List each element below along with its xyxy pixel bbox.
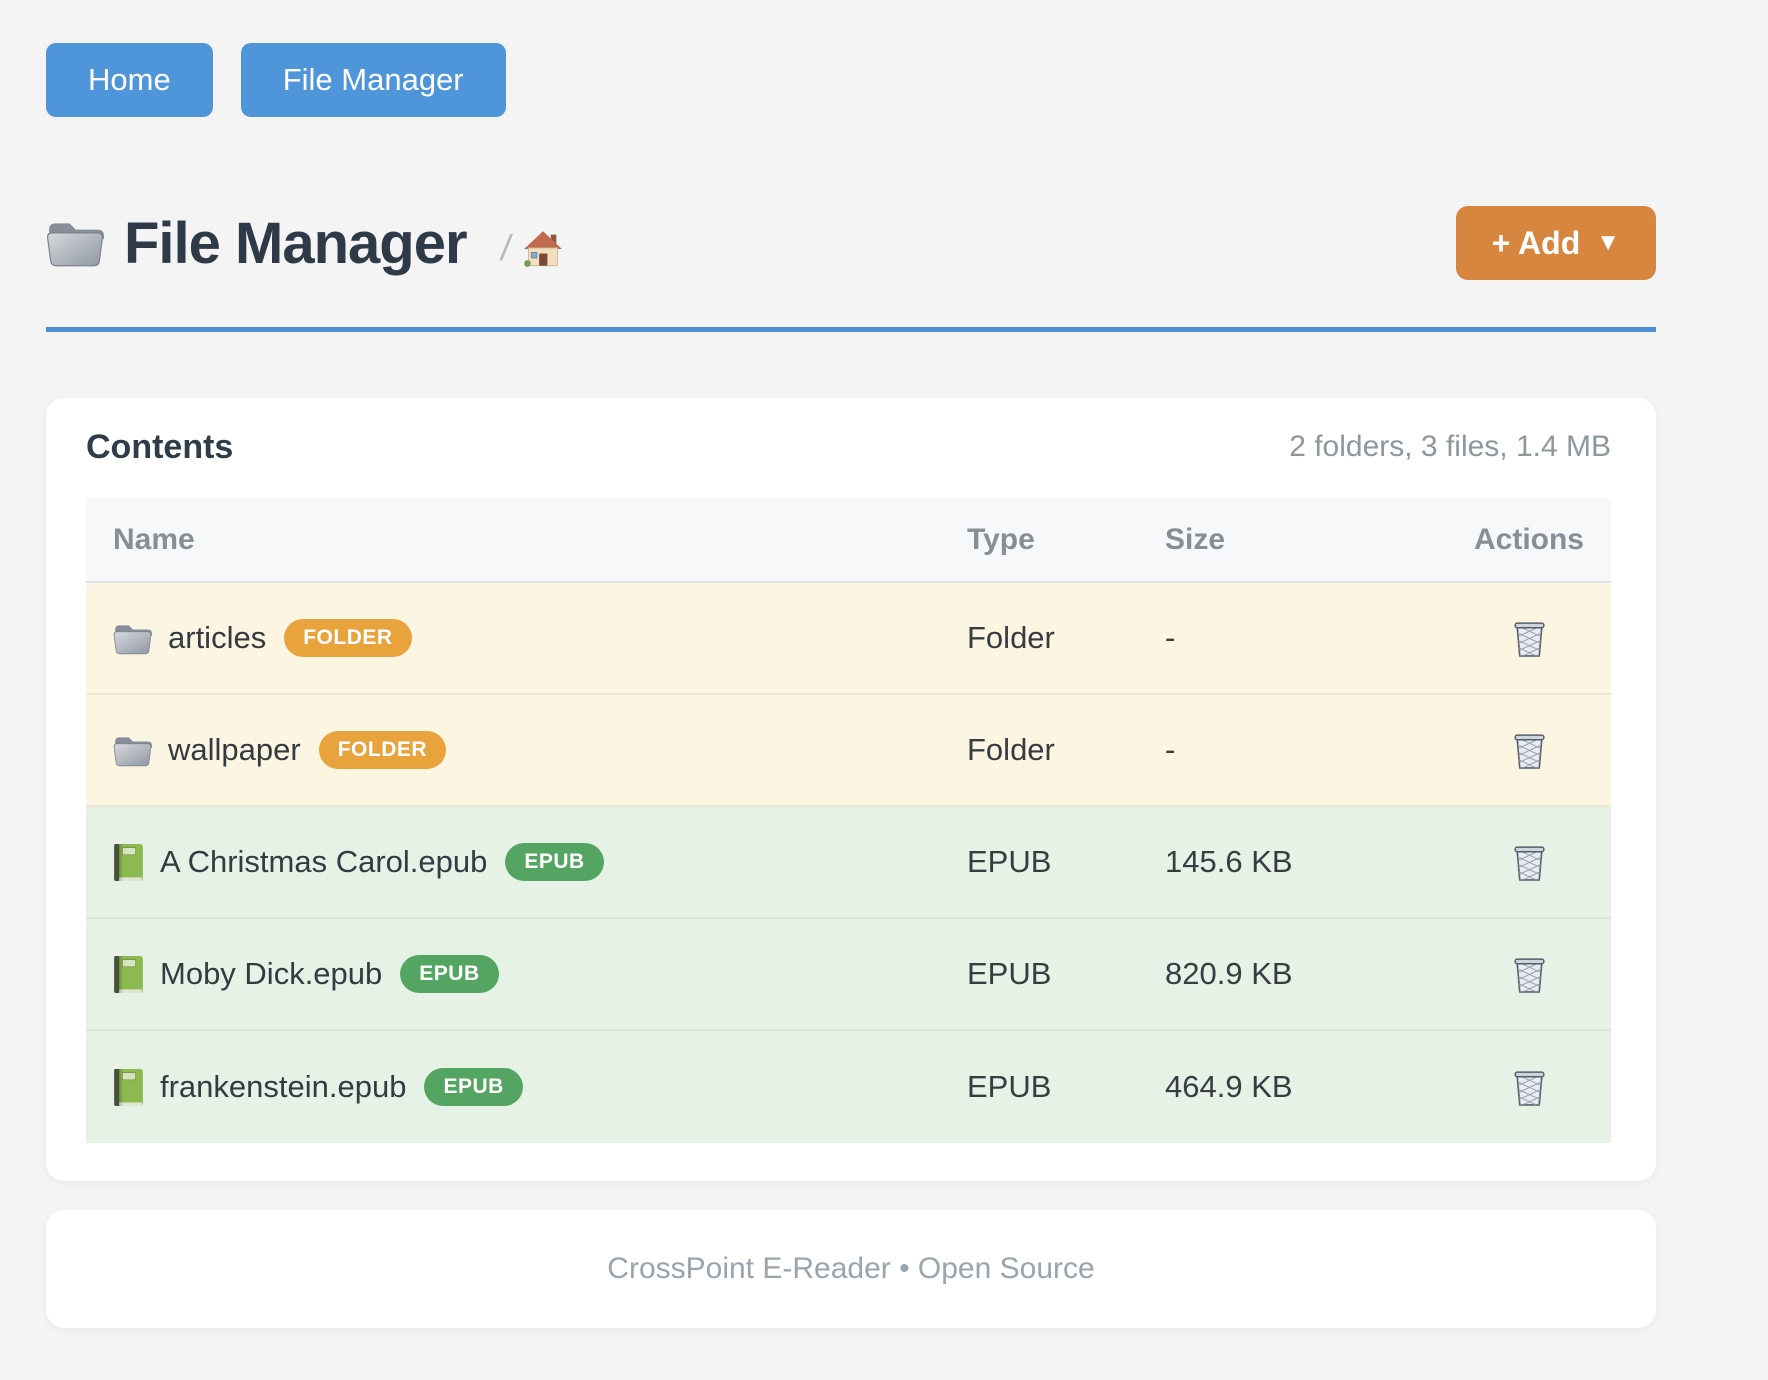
table-row[interactable]: frankenstein.epub EPUB EPUB 464.9 KB <box>86 1031 1611 1143</box>
table-row[interactable]: Moby Dick.epub EPUB EPUB 820.9 KB <box>86 919 1611 1031</box>
size-cell: - <box>1165 732 1176 767</box>
type-cell: Folder <box>967 620 1055 655</box>
name-cell[interactable]: articles FOLDER <box>86 619 967 657</box>
delete-button[interactable] <box>1508 614 1551 663</box>
item-name: wallpaper <box>168 732 301 767</box>
name-cell[interactable]: A Christmas Carol.epub EPUB <box>86 843 967 882</box>
delete-button[interactable] <box>1508 726 1551 775</box>
item-name: A Christmas Carol.epub <box>160 844 488 879</box>
name-cell[interactable]: wallpaper FOLDER <box>86 731 967 769</box>
green-book-icon <box>113 1068 144 1107</box>
actions-cell <box>1447 726 1611 775</box>
type-cell: EPUB <box>967 956 1052 991</box>
column-header-actions: Actions <box>1473 522 1584 556</box>
top-nav: Home File Manager <box>46 0 1656 117</box>
green-book-icon <box>113 955 144 994</box>
type-badge: EPUB <box>505 843 604 881</box>
delete-button[interactable] <box>1508 1063 1551 1112</box>
delete-button[interactable] <box>1508 950 1551 999</box>
file-manager-button[interactable]: File Manager <box>240 43 506 117</box>
add-button[interactable]: + Add ▼ <box>1455 206 1656 280</box>
type-badge: FOLDER <box>318 731 447 769</box>
name-cell[interactable]: Moby Dick.epub EPUB <box>86 955 967 994</box>
size-cell: 464.9 KB <box>1165 1069 1293 1104</box>
item-name: frankenstein.epub <box>160 1069 407 1104</box>
trash-icon <box>1512 647 1547 662</box>
contents-summary: 2 folders, 3 files, 1.4 MB <box>1289 430 1611 463</box>
type-cell: Folder <box>967 732 1055 767</box>
footer-text: CrossPoint E-Reader • Open Source <box>607 1252 1095 1285</box>
footer-card: CrossPoint E-Reader • Open Source <box>46 1210 1656 1328</box>
actions-cell <box>1447 614 1611 663</box>
item-name: Moby Dick.epub <box>160 956 383 991</box>
contents-heading: Contents <box>86 427 234 466</box>
trash-icon <box>1512 759 1547 774</box>
home-button[interactable]: Home <box>46 43 213 117</box>
delete-button[interactable] <box>1508 838 1551 887</box>
trash-icon <box>1512 871 1547 886</box>
size-cell: 820.9 KB <box>1165 956 1293 991</box>
chevron-down-icon: ▼ <box>1596 229 1620 256</box>
type-cell: EPUB <box>967 844 1052 879</box>
breadcrumb: / <box>497 227 563 269</box>
type-badge: EPUB <box>400 955 499 993</box>
title-wrap: File Manager / <box>46 210 563 277</box>
folder-icon <box>46 218 105 268</box>
contents-card-header: Contents 2 folders, 3 files, 1.4 MB <box>86 420 1611 474</box>
page: Home File Manager File Manager / + Add ▼… <box>46 0 1656 1328</box>
table-row[interactable]: A Christmas Carol.epub EPUB EPUB 145.6 K… <box>86 807 1611 919</box>
table-header-row: Name Type Size Actions <box>86 498 1611 583</box>
actions-cell <box>1447 950 1611 999</box>
header-divider <box>46 327 1656 332</box>
type-badge: FOLDER <box>284 619 412 657</box>
table-row[interactable]: articles FOLDER Folder - <box>86 583 1611 695</box>
folder-icon <box>113 734 153 767</box>
trash-icon <box>1512 1096 1547 1111</box>
size-cell: 145.6 KB <box>1165 844 1293 879</box>
item-name: articles <box>168 620 267 655</box>
file-table: Name Type Size Actions articles FOLDER F… <box>86 498 1611 1143</box>
column-header-size: Size <box>1165 522 1226 556</box>
type-badge: EPUB <box>424 1068 523 1106</box>
name-cell[interactable]: frankenstein.epub EPUB <box>86 1068 967 1107</box>
breadcrumb-separator: / <box>497 227 514 268</box>
page-header: File Manager / + Add ▼ <box>46 195 1656 291</box>
add-button-label: + Add <box>1491 224 1581 261</box>
contents-card: Contents 2 folders, 3 files, 1.4 MB Name… <box>46 398 1656 1181</box>
page-title: File Manager <box>124 210 468 276</box>
table-row[interactable]: wallpaper FOLDER Folder - <box>86 695 1611 807</box>
trash-icon <box>1512 983 1547 998</box>
type-cell: EPUB <box>967 1069 1052 1104</box>
size-cell: - <box>1165 620 1176 655</box>
table-body: articles FOLDER Folder - wallpaper FOLDE… <box>86 583 1611 1143</box>
actions-cell <box>1447 1063 1611 1112</box>
column-header-type: Type <box>967 522 1035 556</box>
green-book-icon <box>113 843 144 882</box>
folder-icon <box>113 622 153 655</box>
actions-cell <box>1447 838 1611 887</box>
column-header-name: Name <box>113 522 195 556</box>
home-icon[interactable] <box>523 230 563 267</box>
